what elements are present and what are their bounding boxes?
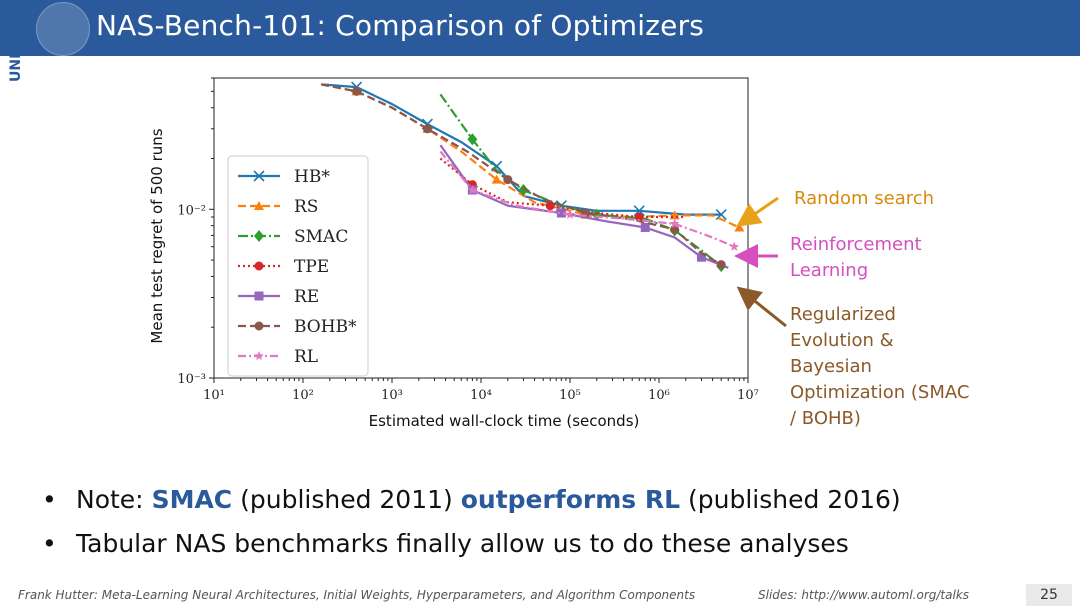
chart-svg: 10¹ 10² 10³ 10⁴ 10⁵ 10⁶ 10⁷ 10⁻³ 10⁻² HB* RS SMAC T… <box>148 77 759 430</box>
slide-title: NAS-Bench-101: Comparison of Optimizers <box>96 9 705 42</box>
university-seal-icon <box>36 2 90 56</box>
legend-label: RS <box>294 197 318 217</box>
series-line-rl <box>439 150 735 248</box>
x-tick-label: 10⁷ <box>737 388 759 403</box>
x-tick-label: 10³ <box>381 388 403 403</box>
legend-marker <box>254 321 264 331</box>
x-tick-label: 10² <box>292 388 314 403</box>
bullet-1-middle: (published 2011) <box>232 485 461 514</box>
legend-entry-re: RE <box>238 287 319 307</box>
header-bar: UNI FREIBURG NAS-Bench-101: Comparison o… <box>0 0 1080 82</box>
bullet-1-prefix: Note: <box>76 485 152 514</box>
annotation-regularized-evolution: Regularized Evolution & Bayesian Optimiz… <box>790 304 970 429</box>
footer-credit: Frank Hutter: Meta-Learning Neural Archi… <box>18 588 696 602</box>
point-bohb <box>716 260 726 270</box>
bullet-2: • Tabular NAS benchmarks finally allow us… <box>42 522 1042 566</box>
point-tpe <box>545 201 555 211</box>
point-hb <box>715 209 727 221</box>
legend-label: RL <box>294 347 318 367</box>
point-rl <box>669 218 680 228</box>
bullet-1-outperforms: outperforms RL <box>460 485 681 514</box>
legend-marker <box>254 351 264 360</box>
point-re <box>556 208 566 218</box>
legend-marker <box>254 261 264 271</box>
point-re <box>640 222 650 232</box>
regularized-evolution-arrow <box>736 286 787 328</box>
point-rs <box>491 174 502 184</box>
legend-label: RE <box>294 287 319 307</box>
x-tick-label: 10¹ <box>203 388 225 403</box>
series-layer <box>320 81 745 273</box>
x-tick-label: 10⁵ <box>559 388 581 403</box>
point-re <box>696 252 706 262</box>
bullet-1-smac: SMAC <box>151 485 233 514</box>
y-tick-label: 10⁻³ <box>177 372 206 387</box>
uni-freiburg-logo: UNI FREIBURG <box>8 4 24 82</box>
legend-marker <box>254 201 264 210</box>
x-tick-label: 10⁶ <box>648 388 670 403</box>
series-line-bohb <box>320 83 722 266</box>
bullet-1-suffix: (published 2016) <box>680 485 901 514</box>
random-search-arrow <box>736 196 779 227</box>
point-rl <box>467 185 478 195</box>
legend-label: HB* <box>294 167 330 187</box>
annotation-reinforcement-learning: Reinforcement Learning <box>790 234 922 281</box>
annotation-random-search: Random search <box>794 188 935 209</box>
point-bohb <box>422 124 432 134</box>
x-tick-label: 10⁴ <box>470 388 492 403</box>
point-bohb <box>503 175 513 185</box>
logo-text: UNI FREIBURG <box>8 4 24 82</box>
legend-entry-smac: SMAC <box>238 227 348 247</box>
y-tick-label: 10⁻² <box>177 203 206 218</box>
bullet-1: • Note: SMAC (published 2011) outperforms… <box>42 478 1042 522</box>
series-line-re <box>439 144 729 269</box>
chart-legend: HB* RS SMAC TPE RE BOHB* RL <box>227 155 369 377</box>
legend-entry-rl: RL <box>238 347 318 367</box>
legend-marker <box>253 170 265 182</box>
footer-slides-link: Slides: http://www.automl.org/talks <box>758 588 970 602</box>
point-smac <box>467 133 478 146</box>
legend-label: TPE <box>294 257 329 277</box>
legend-entry-rs: RS <box>238 197 318 217</box>
optimizer-comparison-chart: 10¹ 10² 10³ 10⁴ 10⁵ 10⁶ 10⁷ 10⁻³ 10⁻² HB* RS SMAC T… <box>140 66 780 446</box>
legend-label: SMAC <box>294 227 348 247</box>
legend-marker <box>254 230 264 242</box>
bullet-dot: • <box>42 485 57 514</box>
series-bohb <box>320 83 726 270</box>
point-smac <box>518 184 529 197</box>
legend-entry-bohb: BOHB* <box>238 317 357 337</box>
bullet-dot: • <box>42 529 57 558</box>
legend-marker <box>254 291 264 301</box>
legend-label: BOHB* <box>294 317 357 337</box>
chart-axes: 10¹ 10² 10³ 10⁴ 10⁵ 10⁶ 10⁷ 10⁻³ 10⁻² <box>177 77 759 403</box>
bullet-2-text: Tabular NAS benchmarks finally allow us … <box>76 529 849 558</box>
legend-box <box>227 155 369 377</box>
x-axis-label: Estimated wall-clock time (seconds) <box>369 412 640 430</box>
bullet-list: • Note: SMAC (published 2011) outperforms… <box>42 478 1042 566</box>
legend-entry-hb: HB* <box>238 167 330 187</box>
legend-entry-tpe: TPE <box>238 257 329 277</box>
page-number: 25 <box>1026 584 1072 606</box>
point-bohb <box>352 86 362 96</box>
y-axis-label: Mean test regret of 500 runs <box>148 128 166 343</box>
point-rs <box>734 222 745 232</box>
point-rl <box>565 209 575 219</box>
point-tpe <box>634 212 644 222</box>
